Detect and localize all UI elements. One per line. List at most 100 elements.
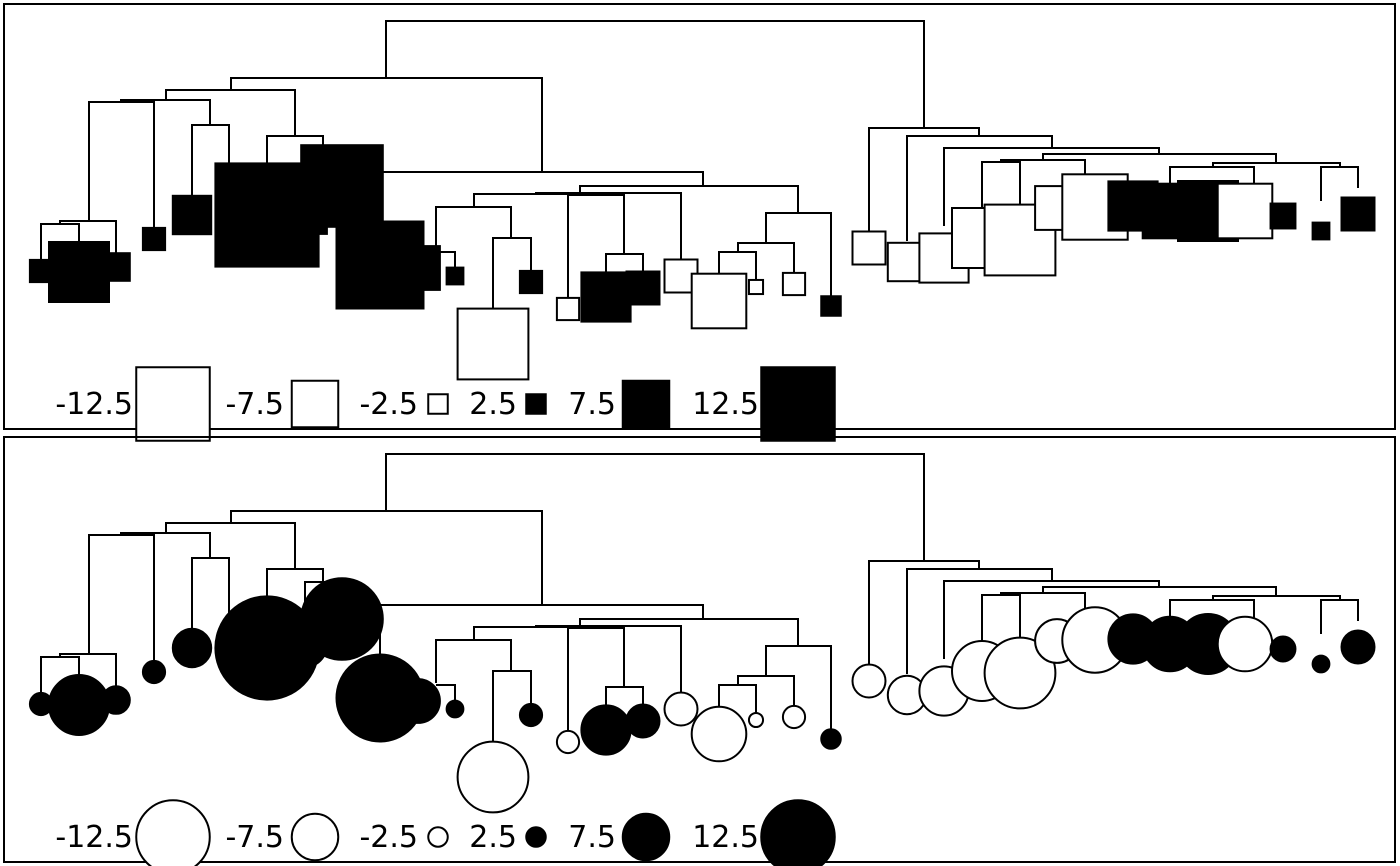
tip-marker — [851, 230, 887, 266]
tip-marker — [141, 659, 167, 685]
panel-frame — [3, 3, 1396, 430]
tip-marker — [625, 703, 661, 739]
branch — [385, 453, 925, 561]
panel-squares: -12.5 -7.5 -2.5 2.5 7.5 12.5 — [3, 3, 1396, 442]
panel-circles: -12.5 -7.5 -2.5 2.5 7.5 12.5 — [3, 436, 1396, 866]
legend: -12.5 -7.5 -2.5 2.5 7.5 12.5 — [55, 799, 836, 866]
tip-marker — [456, 740, 530, 814]
legend-label: 2.5 — [469, 820, 517, 855]
branch — [40, 223, 80, 261]
branch — [436, 684, 456, 704]
branch — [59, 220, 117, 254]
legend-marker — [760, 799, 836, 866]
branch — [385, 20, 925, 128]
tip-marker — [1216, 182, 1274, 240]
tip-marker — [48, 241, 110, 303]
tip-markers — [28, 577, 1376, 814]
branch — [436, 251, 456, 271]
legend-marker — [290, 812, 340, 862]
tip-marker — [1216, 615, 1274, 673]
tip-marker — [781, 704, 807, 730]
branch — [120, 532, 211, 558]
branch — [492, 670, 532, 744]
tip-marker — [580, 704, 632, 756]
branch — [435, 206, 512, 250]
branch — [266, 135, 324, 181]
tip-marker — [690, 705, 748, 763]
tip-marker — [747, 278, 765, 296]
tip-marker — [1269, 635, 1297, 663]
legend-label: 12.5 — [692, 387, 759, 422]
branch — [906, 135, 1053, 241]
branch — [191, 557, 230, 637]
branch — [165, 89, 296, 136]
legend-label: 2.5 — [469, 387, 517, 422]
legend-marker — [135, 799, 211, 866]
legend-marker — [135, 366, 211, 442]
tip-marker — [625, 270, 661, 306]
tip-marker — [141, 226, 167, 252]
legend-label: -12.5 — [55, 820, 133, 855]
branch — [535, 192, 682, 262]
tip-marker — [851, 663, 887, 699]
branch — [266, 568, 324, 614]
tip-marker — [1311, 221, 1331, 241]
branch — [1042, 153, 1277, 163]
branch — [765, 212, 832, 299]
branch — [535, 625, 682, 695]
legend-marker — [760, 366, 836, 442]
tree — [40, 453, 1359, 744]
branch — [605, 253, 644, 281]
branch — [435, 639, 512, 683]
tip-marker — [456, 307, 530, 381]
legend-marker — [290, 379, 340, 429]
tip-marker — [690, 272, 748, 330]
legend-marker — [427, 826, 449, 848]
tip-marker — [101, 685, 131, 715]
legend-label: 12.5 — [692, 820, 759, 855]
legend-label: -2.5 — [359, 387, 418, 422]
legend-label: 7.5 — [568, 820, 616, 855]
branch — [473, 618, 799, 646]
legend-label: -12.5 — [55, 387, 133, 422]
tip-marker — [555, 729, 581, 755]
legend-marker — [621, 379, 671, 429]
branch — [943, 147, 1160, 226]
tip-marker — [580, 271, 632, 323]
tip-marker — [171, 194, 213, 236]
tip-marker — [48, 674, 110, 736]
tip-marker — [395, 678, 441, 724]
legend: -12.5 -7.5 -2.5 2.5 7.5 12.5 — [55, 366, 836, 442]
branch — [40, 656, 80, 694]
tip-marker — [518, 702, 544, 728]
tip-marker — [1340, 629, 1376, 665]
tip-marker — [781, 271, 807, 297]
tip-marker — [820, 728, 842, 750]
branch — [230, 77, 543, 172]
branch — [120, 99, 211, 125]
tip-marker — [1269, 202, 1297, 230]
tip-markers — [28, 144, 1376, 381]
legend-marker — [525, 393, 547, 415]
branch — [605, 686, 644, 714]
legend-label: -7.5 — [225, 820, 284, 855]
branch — [1320, 599, 1359, 634]
tip-marker — [445, 699, 465, 719]
branch — [567, 627, 625, 732]
legend-marker — [525, 826, 547, 848]
legend-marker — [621, 812, 671, 862]
tip-marker — [983, 636, 1057, 710]
branch — [88, 101, 155, 229]
tip-marker — [171, 627, 213, 669]
branch — [765, 645, 832, 732]
branch — [88, 534, 155, 662]
branch — [473, 185, 799, 213]
branch — [492, 237, 532, 311]
branch — [737, 242, 795, 275]
branch — [737, 675, 795, 708]
branch — [1212, 595, 1341, 600]
legend-label: 7.5 — [568, 387, 616, 422]
tip-marker — [663, 691, 699, 727]
branch — [943, 580, 1160, 659]
